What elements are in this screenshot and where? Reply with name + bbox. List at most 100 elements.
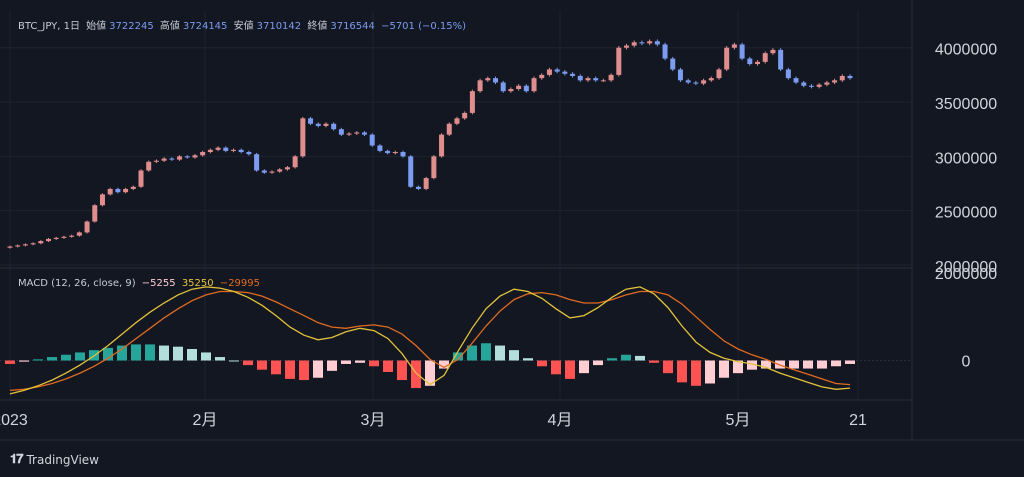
macd-histogram-bar [103,347,113,361]
candle-body [439,134,445,157]
candle-body [215,147,221,150]
time-tick-label: 2月 [193,412,218,429]
candle-body [824,82,830,85]
macd-histogram-bar [635,355,645,361]
candle-body [693,82,699,84]
macd-histogram-bar [677,360,687,383]
macd-histogram-bar [369,360,379,367]
macd-histogram-bar [579,360,589,374]
candle-body [593,78,599,81]
candle-body [92,205,98,222]
candle-body [539,74,545,79]
candle-body [369,134,375,146]
macd-histogram-bar [495,345,505,361]
macd-title: MACD (12, 26, close, 9) [18,278,136,289]
candle-body [469,91,475,113]
candle-body [600,80,606,82]
macd-histogram-bar [145,344,155,361]
low-label: 安値 [233,21,254,32]
candle-body [331,123,337,130]
candle-body [230,149,236,151]
candle-body [662,44,668,59]
candle-body [323,123,329,126]
macd-tick-label: 0 [962,354,971,371]
price-tick-label: 2500000 [935,205,997,222]
macd-histogram-bar [355,360,365,363]
macd-histogram-bar [663,360,673,374]
candle-body [500,82,506,92]
candle-body [808,85,814,87]
macd-histogram-bar [593,360,603,366]
open-value: 3722245 [109,21,154,32]
macd-histogram-bar [173,346,183,361]
macd-histogram-bar [481,343,491,361]
candle-body [785,69,791,79]
candle-body [169,158,175,160]
candle-body [46,238,52,242]
candle-body [338,129,344,135]
candle-body [308,118,314,124]
candle-body [839,75,845,81]
time-tick-label: 3月 [361,412,386,429]
candle-body [146,161,152,171]
macd-histogram-bar [551,360,561,375]
macd-histogram-bar [19,360,29,362]
time-tick-label: 5月 [726,412,751,429]
candle-body [508,89,514,92]
macd-signal-value: −29995 [219,278,261,289]
macd-histogram-bar [523,358,533,361]
candle-body [177,156,183,160]
candle-body [84,221,90,233]
candle-body [755,61,761,65]
macd-tick-label: 2000000 [935,266,997,283]
macd-histogram-bar [271,360,281,375]
macd-histogram-bar [747,360,757,370]
candle-body [261,170,267,173]
time-tick-label: 2023 [0,412,28,429]
macd-histogram-bar [341,360,351,364]
macd-histogram-bar [243,360,253,366]
macd-histogram-bar [509,350,519,361]
candle-body [608,74,614,81]
candle-body [585,78,591,81]
macd-histogram-bar [47,357,57,361]
macd-histogram-bar [803,360,813,369]
macd-histogram-bar [719,360,729,378]
candle-body [670,58,676,70]
candle-body [15,245,21,247]
candle-body [254,154,260,171]
candle-body [346,133,352,135]
candle-body [161,158,167,161]
macd-histogram-bar [761,360,771,369]
macd-histogram-bar [565,360,575,379]
candle-body [38,241,44,244]
price-tick-label: 3500000 [935,96,997,113]
macd-histogram-bar [845,360,855,364]
candle-body [793,78,799,83]
candle-body [192,155,198,158]
candle-body [631,42,637,46]
macd-histogram-bar [817,360,827,369]
candle-body [724,47,730,70]
macd-histogram-bar [411,360,421,389]
tradingview-logo[interactable]: 𝟏𝟕 TradingView [10,452,99,467]
high-label: 高値 [159,21,180,32]
candle-body [138,170,144,187]
candle-body [238,149,244,153]
candle-body [716,69,722,79]
close-label: 終値 [307,21,328,32]
candle-body [485,78,491,81]
price-tick-label: 3000000 [935,150,997,167]
candle-body [130,186,136,189]
candle-body [801,82,807,86]
candle-body [246,152,252,155]
macd-histogram-bar [831,360,841,367]
candle-body [415,186,421,189]
macd-histogram-bar [61,354,71,361]
candle-body [685,80,691,83]
candle-body [408,156,414,187]
candle-body [431,156,437,179]
macd-histogram-bar [33,359,43,361]
